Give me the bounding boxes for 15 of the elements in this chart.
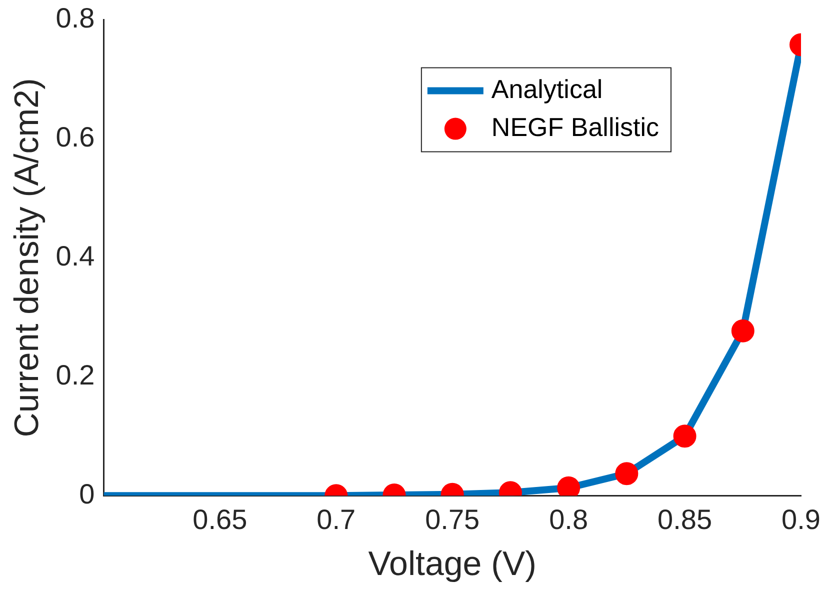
x-axis-title: Voltage (V) [368,544,536,583]
y-tick-label: 0.2 [56,359,95,390]
x-tick-label: 0.65 [192,504,248,536]
x-tick-label: 0.8 [549,504,588,536]
y-tick-label: 0.6 [56,121,95,152]
y-tick-label: 0 [79,478,95,510]
x-tick-label: 0.7 [316,504,356,536]
x-tick-label: 0.75 [425,504,480,536]
x-tick-label: 0.85 [658,504,712,536]
legend-label: Analytical [491,74,603,104]
y-axis-title: Current density (A/cm2) [8,78,46,438]
x-tick-label: 0.9 [782,504,820,536]
legend-label: NEGF Ballistic [491,112,659,142]
y-tick-label: 0.8 [56,2,95,34]
y-tick-label: 0.4 [56,240,95,272]
